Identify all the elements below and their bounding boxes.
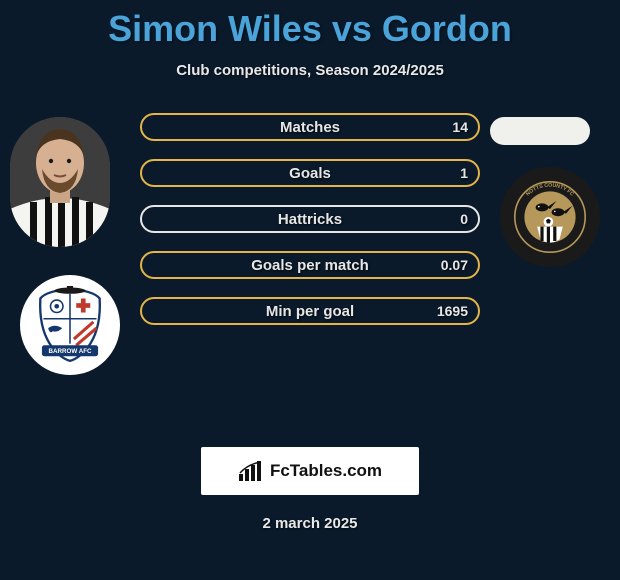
stat-label: Min per goal bbox=[266, 303, 354, 320]
stat-value-right: 14 bbox=[452, 119, 468, 135]
branding-box: FcTables.com bbox=[201, 447, 419, 495]
page-title: Simon Wiles vs Gordon bbox=[0, 0, 620, 50]
stat-value-right: 1 bbox=[460, 165, 468, 181]
stat-row-goals: Goals 1 bbox=[140, 159, 480, 187]
stat-label: Goals per match bbox=[251, 257, 369, 274]
subtitle: Club competitions, Season 2024/2025 bbox=[0, 62, 620, 79]
bars-icon bbox=[238, 460, 264, 482]
right-club-badge: NOTTS COUNTY FC bbox=[500, 167, 600, 267]
stat-row-matches: Matches 14 bbox=[140, 113, 480, 141]
stat-row-min-per-goal: Min per goal 1695 bbox=[140, 297, 480, 325]
date: 2 march 2025 bbox=[0, 515, 620, 532]
stat-value-right: 0 bbox=[460, 211, 468, 227]
stat-label: Hattricks bbox=[278, 211, 342, 228]
right-player-photo bbox=[490, 117, 590, 145]
stat-row-goals-per-match: Goals per match 0.07 bbox=[140, 251, 480, 279]
stat-row-hattricks: Hattricks 0 bbox=[140, 205, 480, 233]
stats-list: Matches 14 Goals 1 Hattricks 0 Goals per… bbox=[140, 113, 480, 343]
left-club-badge: BARROW AFC bbox=[20, 275, 120, 375]
branding-text: FcTables.com bbox=[270, 461, 382, 481]
left-club-banner-text: BARROW AFC bbox=[48, 348, 92, 355]
stat-value-right: 0.07 bbox=[441, 257, 468, 273]
stat-label: Goals bbox=[289, 165, 331, 182]
comparison-area: BARROW AFC NOTTS COUNTY FC bbox=[0, 107, 620, 447]
left-player-photo bbox=[10, 117, 110, 247]
stat-value-right: 1695 bbox=[437, 303, 468, 319]
stat-label: Matches bbox=[280, 119, 340, 136]
